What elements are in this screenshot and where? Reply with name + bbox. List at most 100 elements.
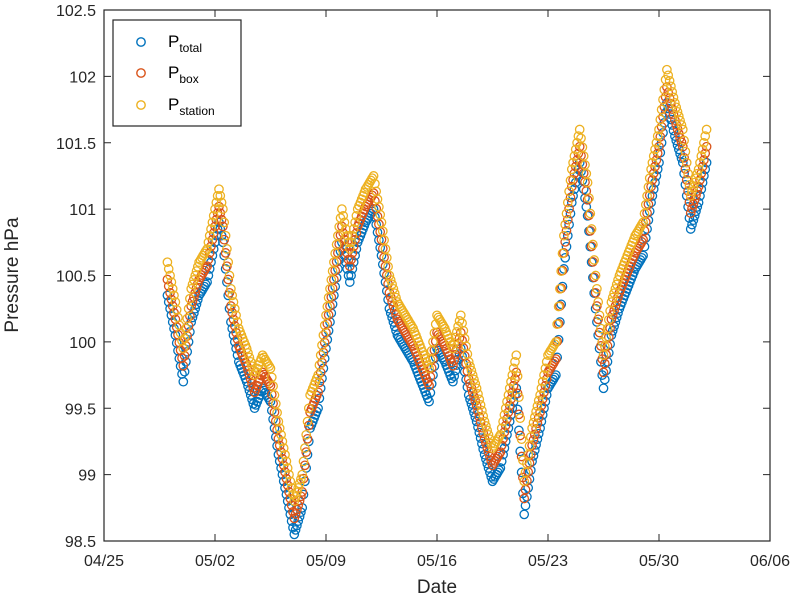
- data-point: [531, 423, 541, 434]
- data-point: [540, 363, 551, 374]
- data-point: [683, 168, 693, 179]
- data-point: [466, 365, 477, 376]
- data-point: [337, 204, 347, 214]
- data-point: [549, 339, 560, 349]
- x-axis-label: Date: [417, 577, 457, 598]
- data-point: [607, 292, 618, 303]
- data-point: [473, 389, 483, 399]
- data-point: [570, 144, 581, 155]
- y-tick-label: 100.5: [56, 269, 96, 286]
- y-tick-label: 99.5: [65, 401, 96, 418]
- data-point: [208, 210, 219, 221]
- data-point: [450, 349, 461, 360]
- data-point: [662, 82, 672, 92]
- data-point: [318, 330, 329, 341]
- data-point: [692, 168, 703, 179]
- x-tick-label: 05/23: [528, 553, 568, 570]
- data-point: [562, 230, 573, 241]
- data-point: [636, 219, 647, 230]
- y-tick-label: 102.5: [56, 3, 96, 20]
- data-point: [495, 429, 506, 440]
- legend-label-box: Pbox: [168, 63, 199, 86]
- data-point: [290, 491, 301, 502]
- data-point: [508, 363, 519, 374]
- data-point: [592, 283, 602, 294]
- data-point: [533, 395, 544, 406]
- data-point: [483, 429, 494, 440]
- data-point: [610, 283, 621, 294]
- data-point: [451, 327, 462, 337]
- data-point: [224, 270, 235, 281]
- data-point: [611, 279, 622, 290]
- data-point: [532, 418, 543, 429]
- data-point: [565, 175, 576, 186]
- data-point: [561, 208, 572, 219]
- data-point: [449, 355, 460, 366]
- legend-box: [112, 19, 242, 127]
- data-point: [302, 416, 313, 427]
- data-point: [461, 341, 471, 352]
- data-point: [647, 157, 658, 168]
- data-point: [656, 121, 667, 132]
- data-point: [519, 509, 530, 520]
- data-point: [200, 246, 211, 257]
- data-point: [639, 208, 650, 219]
- data-point: [303, 403, 314, 414]
- data-point: [285, 476, 296, 487]
- data-point: [566, 181, 577, 192]
- data-point: [294, 478, 305, 489]
- data-point: [495, 447, 506, 457]
- data-point: [165, 270, 175, 281]
- data-point: [564, 219, 574, 230]
- data-point: [559, 264, 569, 274]
- data-point: [535, 407, 545, 418]
- data-point: [206, 224, 216, 234]
- data-point: [494, 449, 504, 460]
- data-point: [584, 210, 594, 221]
- data-point: [187, 296, 198, 307]
- data-point: [576, 133, 586, 144]
- y-axis-label: Pressure hPa: [2, 217, 23, 333]
- legend-marker-station: [136, 100, 146, 110]
- data-point: [551, 337, 561, 347]
- data-point: [568, 157, 578, 168]
- data-point: [347, 264, 358, 274]
- data-point: [656, 104, 667, 115]
- data-point: [584, 193, 594, 203]
- y-tick-label: 98.5: [65, 534, 96, 551]
- data-point: [561, 225, 572, 236]
- data-point: [524, 441, 535, 451]
- data-point: [638, 234, 648, 245]
- data-point: [679, 135, 689, 146]
- data-point: [350, 217, 360, 228]
- data-point: [670, 98, 680, 108]
- data-point: [380, 244, 391, 254]
- data-point: [693, 164, 704, 175]
- data-point: [664, 75, 675, 86]
- data-point: [178, 376, 189, 387]
- data-point: [514, 392, 524, 403]
- x-tick-label: 04/25: [84, 553, 124, 570]
- series-p-total: [162, 98, 712, 540]
- data-point: [274, 423, 285, 434]
- data-point: [667, 87, 678, 97]
- data-point: [319, 337, 330, 348]
- data-point: [646, 164, 656, 175]
- data-point: [333, 230, 343, 241]
- data-point: [465, 361, 475, 372]
- data-point: [216, 197, 227, 208]
- data-point: [277, 436, 288, 447]
- data-point: [677, 124, 688, 135]
- data-point: [223, 274, 234, 285]
- data-point: [450, 332, 461, 343]
- legend: Ptotal Pbox Pstation: [112, 19, 242, 127]
- data-point: [351, 210, 362, 221]
- data-point: [289, 496, 300, 507]
- data-point: [499, 410, 510, 420]
- data-point: [588, 256, 598, 267]
- data-point: [231, 310, 241, 321]
- data-point: [321, 327, 331, 338]
- data-point: [471, 383, 482, 394]
- data-point: [589, 272, 600, 283]
- data-point: [241, 343, 252, 354]
